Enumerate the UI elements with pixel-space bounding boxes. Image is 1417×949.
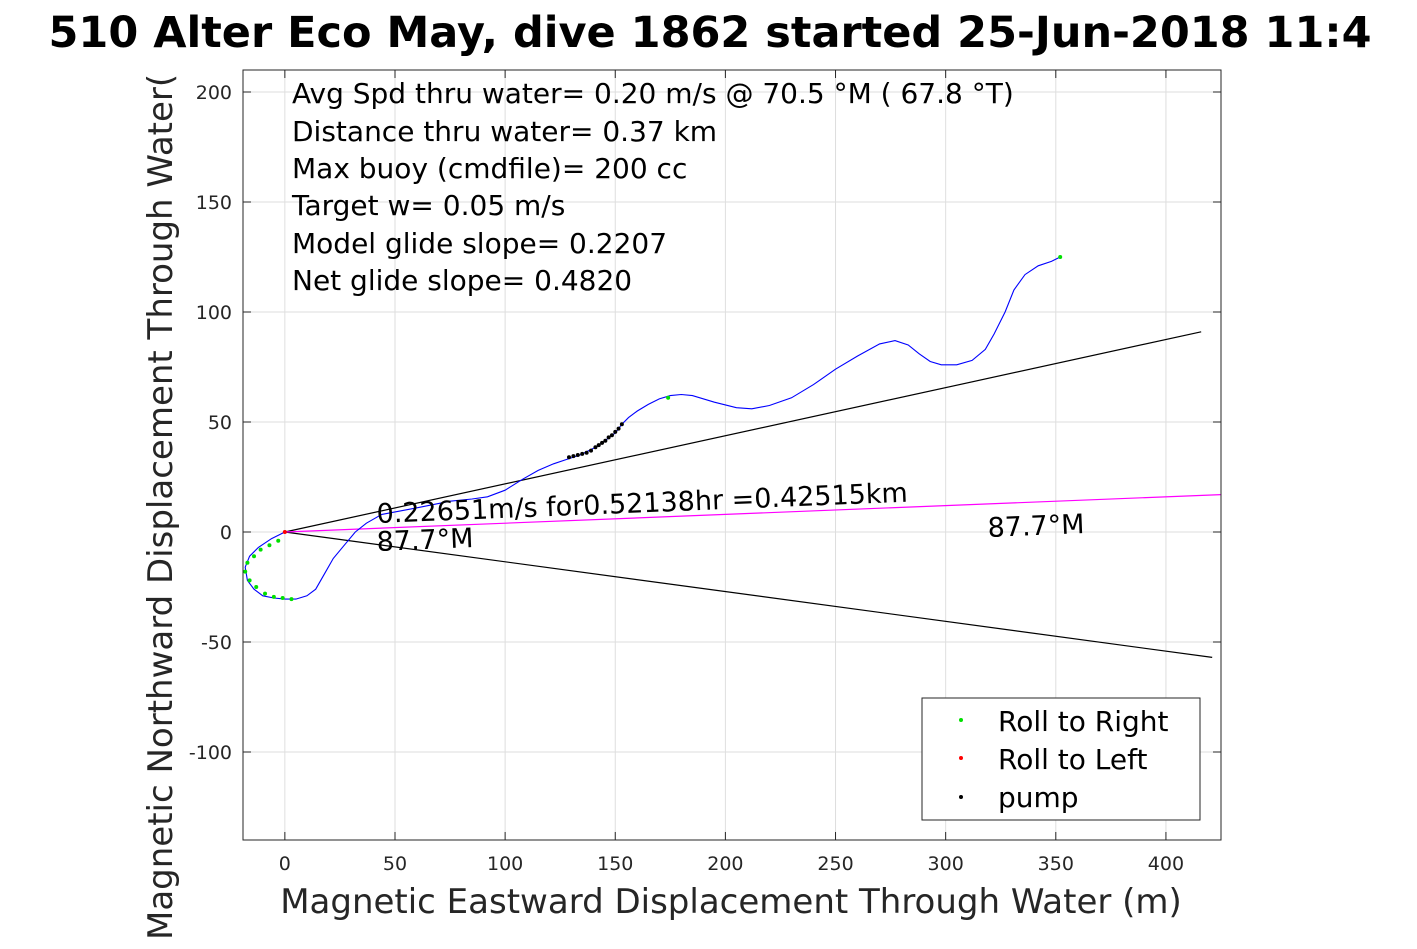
pump-point xyxy=(589,448,594,453)
stats-avg-speed: Avg Spd thru water= 0.20 m/s @ 70.5 °M (… xyxy=(292,77,1014,110)
roll-to-right-point xyxy=(1058,255,1063,259)
series xyxy=(243,255,1063,602)
legend-marker-roll-left xyxy=(959,756,963,760)
pump-point xyxy=(584,450,589,455)
pump-point xyxy=(609,433,614,438)
legend-label-roll-left: Roll to Left xyxy=(998,743,1147,776)
chart-title: 510 Alter Eco May, dive 1862 started 25-… xyxy=(48,8,1371,58)
pump-point xyxy=(600,440,605,445)
roll-to-right-point xyxy=(247,578,252,583)
pump-point xyxy=(619,422,624,427)
x-tick-label: 100 xyxy=(487,853,523,875)
x-tick-label: 300 xyxy=(928,853,964,875)
roll-to-right-point xyxy=(666,395,671,400)
grid xyxy=(243,70,1221,840)
stats-target-w: Target w= 0.05 m/s xyxy=(291,189,565,222)
heading-label-near: 87.7°M xyxy=(376,523,474,558)
roll-to-right-point xyxy=(258,547,263,552)
roll-to-right-point xyxy=(267,543,272,548)
stats-max-buoy: Max buoy (cmdfile)= 200 cc xyxy=(292,152,687,185)
stats-model-glide: Model glide slope= 0.2207 xyxy=(292,227,667,260)
x-tick-label: 350 xyxy=(1038,853,1074,875)
roll-to-right-point xyxy=(245,560,250,565)
roll-to-right-point xyxy=(280,596,285,600)
pump-point xyxy=(567,455,571,460)
y-tick-label: 100 xyxy=(196,302,232,324)
roll-to-right-point xyxy=(263,591,268,596)
y-axis-label: Magnetic Northward Displacement Through … xyxy=(141,74,181,940)
x-tick-label: 150 xyxy=(597,853,633,875)
roll-to-right-point xyxy=(252,554,257,559)
plot-frame xyxy=(242,69,1222,841)
track-line xyxy=(244,256,1061,600)
pump-point xyxy=(606,435,611,440)
legend-label-roll-right: Roll to Right xyxy=(998,705,1169,738)
roll-to-right-point xyxy=(254,585,259,589)
legend: Roll to Right Roll to Left pump xyxy=(921,697,1201,821)
pump-point xyxy=(575,453,580,457)
x-tick-label: 200 xyxy=(707,853,743,875)
y-tick-label: 0 xyxy=(220,522,232,544)
roll-to-right-point xyxy=(243,569,248,574)
heading-label-far: 87.7°M xyxy=(987,509,1085,544)
pump-point xyxy=(593,445,598,450)
ticks: 0 50 100 150 200 250 300 350 400 -100 -50 0 50 100 150… xyxy=(189,70,1221,875)
x-tick-label: 0 xyxy=(279,853,291,875)
pump-point xyxy=(613,429,618,434)
legend-marker-pump xyxy=(959,795,963,799)
pump-point xyxy=(616,426,621,431)
legend-label-pump: pump xyxy=(998,781,1079,814)
stats-distance: Distance thru water= 0.37 km xyxy=(292,115,717,148)
roll-to-right-point xyxy=(276,538,281,543)
stats-text-block: Avg Spd thru water= 0.20 m/s @ 70.5 °M (… xyxy=(291,77,1014,297)
x-tick-label: 50 xyxy=(383,853,407,875)
y-tick-label: 200 xyxy=(196,82,232,104)
model-glide-lower-line xyxy=(284,531,1213,658)
legend-marker-roll-right xyxy=(959,718,963,722)
x-tick-label: 400 xyxy=(1148,853,1184,875)
model-glide-upper-line xyxy=(284,331,1202,533)
y-tick-label: 50 xyxy=(208,412,232,434)
y-tick-label: -100 xyxy=(189,742,232,764)
y-tick-label: 150 xyxy=(196,192,232,214)
y-tick-label: -50 xyxy=(201,632,232,654)
current-label: 0.22651m/s for0.52138hr =0.42515km xyxy=(376,478,908,530)
pump-point xyxy=(596,443,601,448)
roll-to-right-point xyxy=(271,594,276,599)
pump-point xyxy=(603,438,608,443)
legend-box xyxy=(921,697,1201,821)
roll-to-right-point xyxy=(289,597,294,602)
roll-to-left-point xyxy=(282,530,287,534)
x-axis-label: Magnetic Eastward Displacement Through W… xyxy=(280,882,1182,922)
x-tick-label: 250 xyxy=(817,853,853,875)
stats-net-glide: Net glide slope= 0.4820 xyxy=(292,264,632,297)
reference-lines xyxy=(284,331,1222,658)
pump-point xyxy=(571,454,576,459)
pump-point xyxy=(580,451,585,456)
current-vector-line xyxy=(284,494,1222,533)
